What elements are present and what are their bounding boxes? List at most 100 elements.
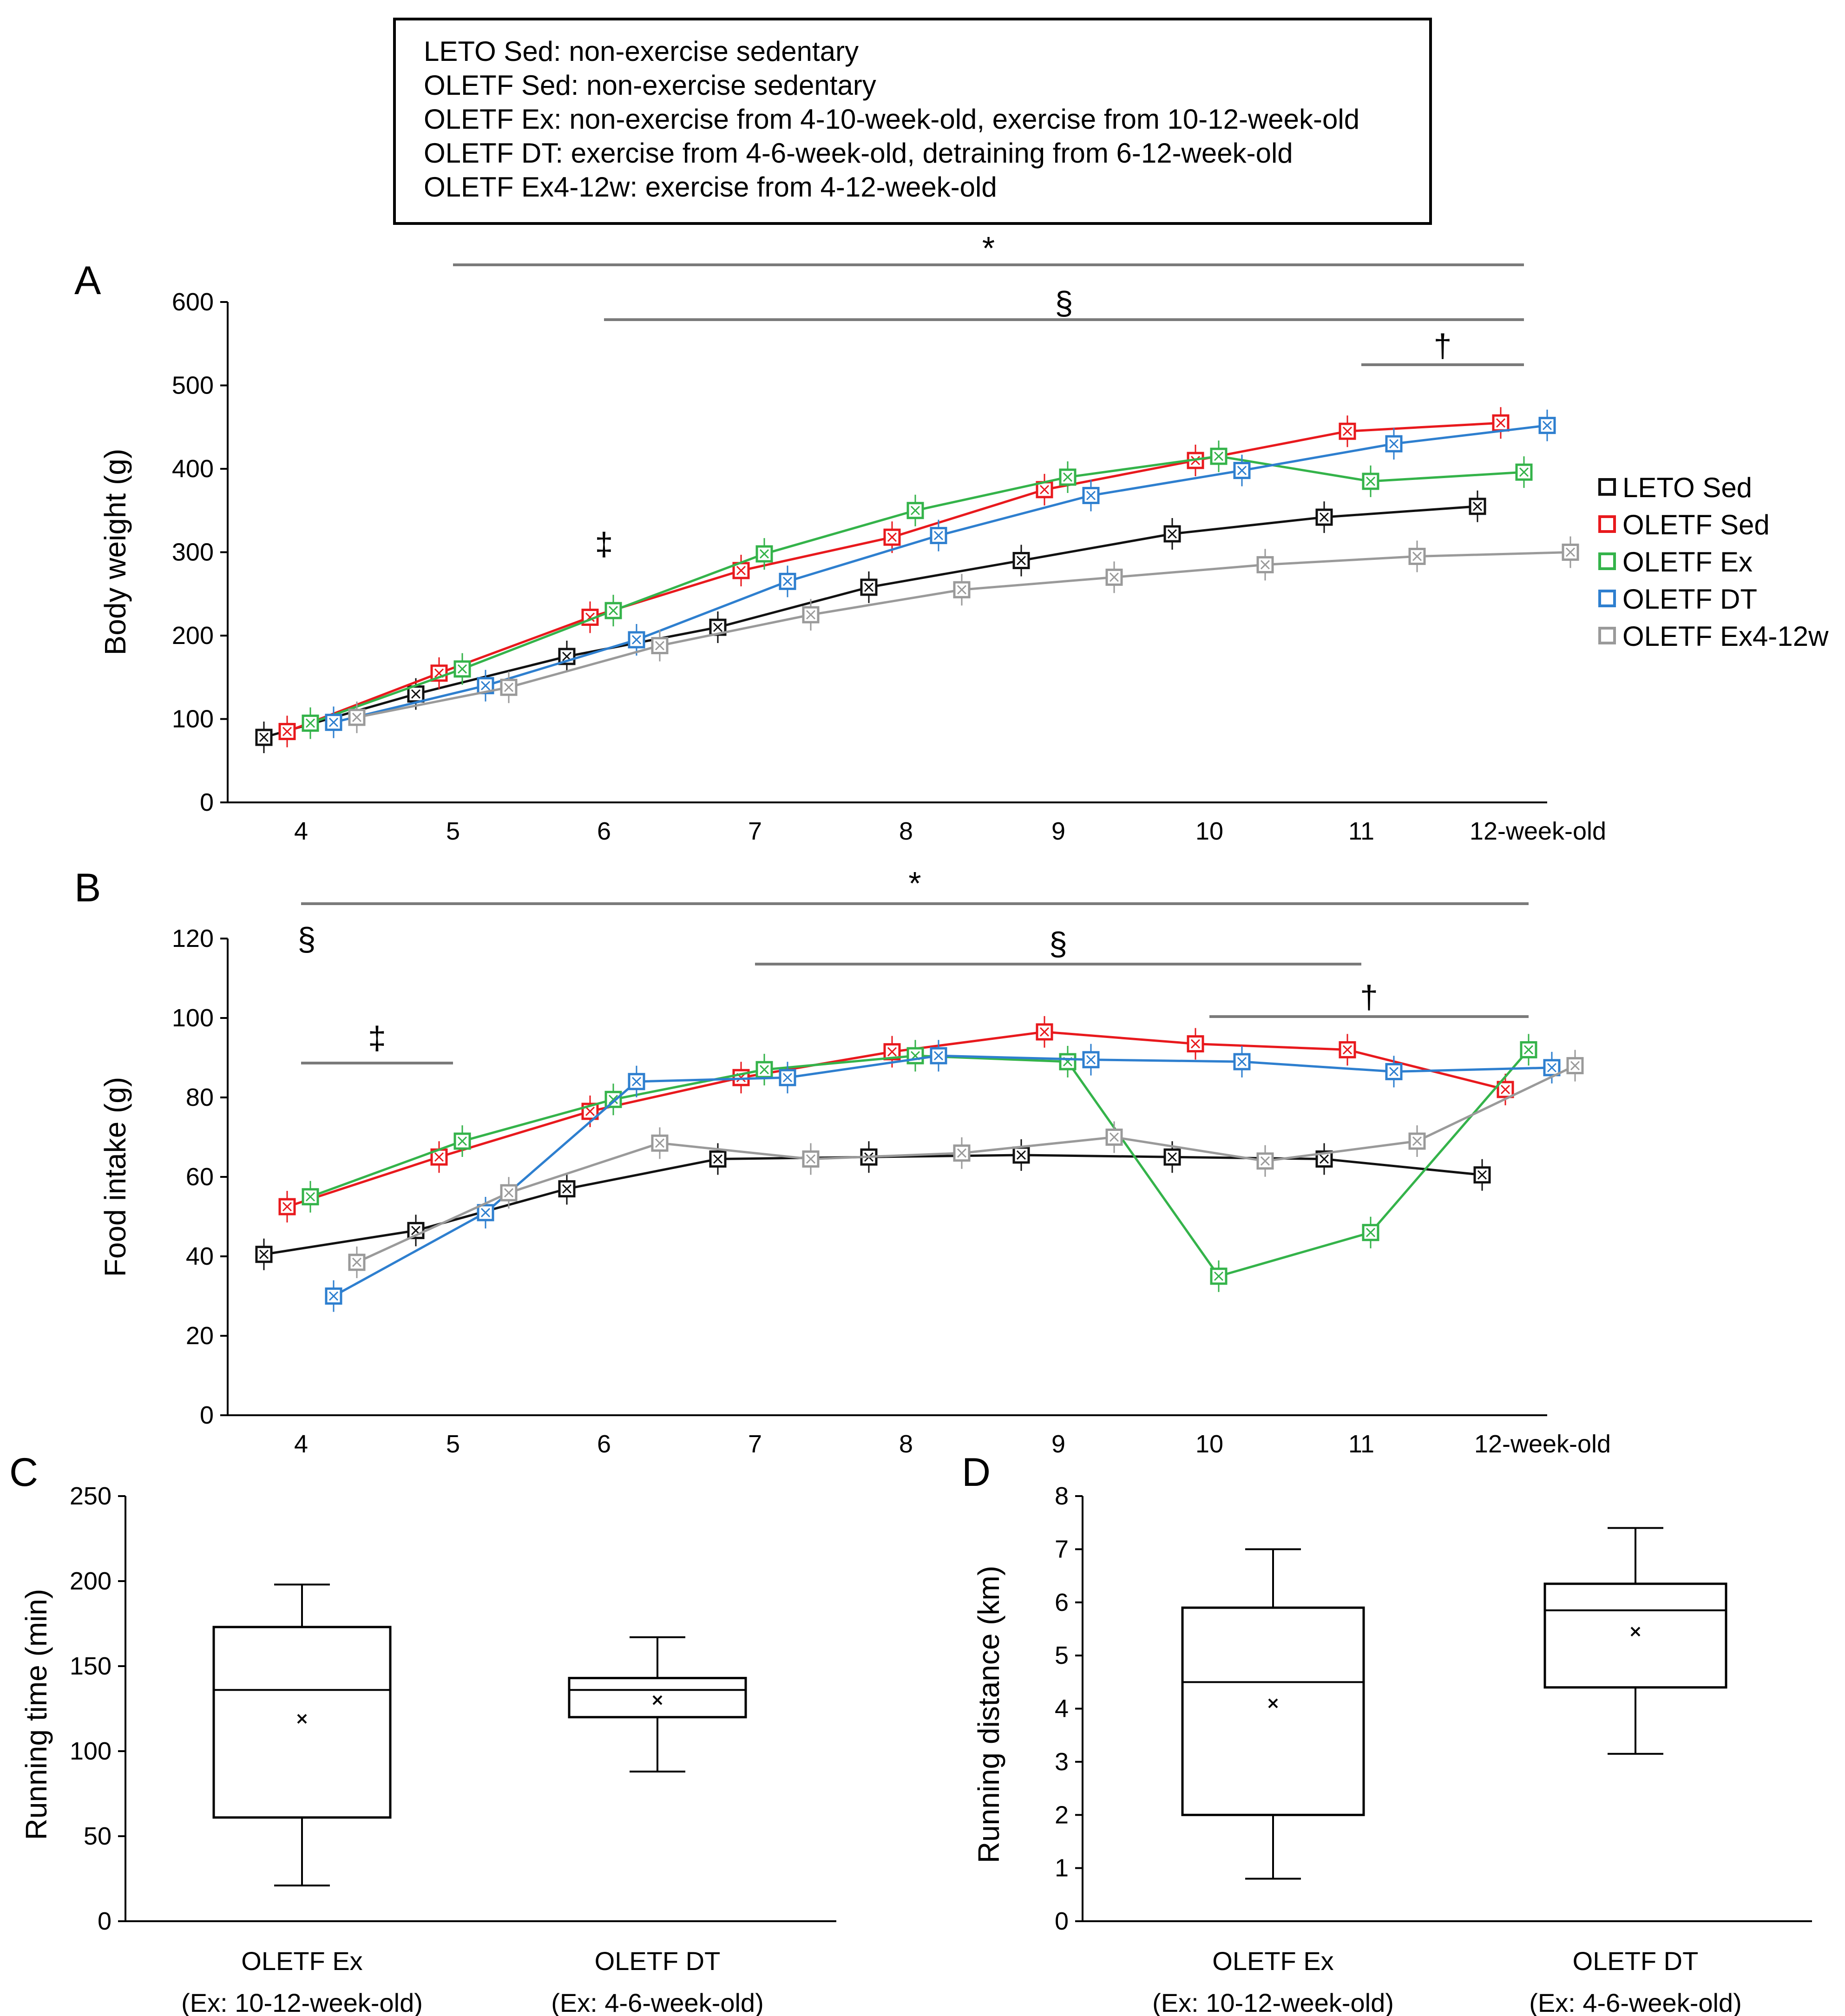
panel-b-mean-mark-oletf-dt xyxy=(1086,1055,1096,1064)
panel-label-c: C xyxy=(9,1450,39,1495)
panel-b-point-oletf-ex4-12w xyxy=(1105,1129,1123,1146)
panel-b-mean-mark-oletf-ex4-12w xyxy=(352,1257,362,1267)
panel-a-x-tick-label: 6 xyxy=(597,817,611,845)
panel-a-mean-mark-oletf-ex4-12w xyxy=(1565,547,1576,557)
panel-a-y-tick-label: 0 xyxy=(200,788,214,816)
legend-swatch-leto-sed xyxy=(1598,478,1616,496)
panel-d-oletf-dt-mean-mark xyxy=(1630,1627,1641,1637)
panel-b-mean-mark-oletf-ex4-12w xyxy=(504,1188,514,1198)
panel-a-x-tick-label: 8 xyxy=(899,817,913,845)
panel-b-x-tick-label: 9 xyxy=(1051,1430,1065,1458)
panel-b-mean-mark-oletf-sed xyxy=(1039,1027,1050,1037)
panel-a-mean-mark-oletf-ex4-12w xyxy=(655,641,665,650)
legend-label-oletf-ex4-12w: OLETF Ex4-12w xyxy=(1622,621,1829,652)
panel-b-mean-mark-oletf-dt xyxy=(328,1291,339,1301)
panel-b-mean-mark-oletf-dt xyxy=(480,1208,491,1218)
panel-d-y-tick-label: 2 xyxy=(1055,1801,1069,1829)
panel-a-mean-mark-oletf-ex4-12w xyxy=(957,585,967,595)
panel-d-y-tick-label: 5 xyxy=(1055,1642,1069,1669)
panel-b-mean-mark-oletf-sed xyxy=(282,1202,292,1212)
legend-entry-leto-sed: LETO Sed xyxy=(1598,469,1828,506)
legend-label-oletf-dt: OLETF DT xyxy=(1622,584,1758,615)
panel-b-point-oletf-sed xyxy=(1497,1081,1514,1098)
panel-b-mean-mark-oletf-ex xyxy=(1214,1271,1224,1281)
panel-b-significance-symbol: ‡ xyxy=(368,1020,386,1056)
panel-b-series-line-oletf-dt xyxy=(333,1054,1552,1297)
panel-a-mean-mark-oletf-dt xyxy=(1237,466,1247,475)
panel-d-oletf-dt-label: OLETF DT xyxy=(1573,1946,1699,1976)
panel-a-y-tick-label: 600 xyxy=(172,288,214,316)
panel-a-mean-mark-oletf-dt xyxy=(328,717,339,727)
panel-b-significance-symbol: § xyxy=(1049,926,1067,962)
panel-d-y-tick-label: 4 xyxy=(1055,1695,1069,1723)
panel-a-series-line-oletf-ex4-12w xyxy=(356,551,1571,719)
panel-d-y-tick-label: 7 xyxy=(1055,1535,1069,1563)
panel-a-point-oletf-dt xyxy=(1538,417,1556,434)
panel-b-mean-mark-oletf-dt xyxy=(631,1077,642,1086)
panel-b-y-tick-label: 60 xyxy=(186,1163,214,1191)
panel-b-significance-symbol: * xyxy=(908,865,921,901)
panel-a-mean-mark-leto-sed xyxy=(259,732,269,742)
panel-b-y-axis-title: Food intake (g) xyxy=(98,1077,132,1277)
panel-a-mean-mark-oletf-ex xyxy=(608,606,618,616)
panel-b-mean-mark-oletf-ex4-12w xyxy=(1109,1132,1119,1142)
panel-d-oletf-ex-box xyxy=(1181,1606,1365,1816)
panel-d-oletf-dt-sublabel: (Ex: 4-6-week-old) xyxy=(1529,1988,1741,2016)
panel-b-mean-mark-oletf-ex xyxy=(608,1095,618,1104)
panel-a-mean-mark-oletf-sed xyxy=(1496,418,1506,428)
panel-a-significance-symbol: * xyxy=(982,230,995,266)
panel-b-mean-mark-oletf-ex4-12w xyxy=(1570,1061,1580,1070)
panel-a-mean-mark-oletf-ex xyxy=(1519,467,1529,477)
panel-a-x-tick-label: 10 xyxy=(1195,817,1223,845)
panel-b-x-tick-label: 12-week-old xyxy=(1474,1430,1611,1458)
panel-a-point-oletf-dt xyxy=(1385,435,1403,453)
panel-b-mean-mark-oletf-ex xyxy=(457,1136,467,1146)
panel-b-mean-mark-oletf-ex4-12w xyxy=(806,1154,816,1164)
panel-a-mean-mark-oletf-ex4-12w xyxy=(806,610,816,620)
panel-a-mean-mark-leto-sed xyxy=(1016,556,1026,565)
legend-swatch-oletf-ex4-12w xyxy=(1598,627,1616,645)
panel-a-mean-mark-oletf-ex xyxy=(1214,452,1224,461)
panel-b-mean-mark-oletf-sed xyxy=(887,1047,897,1057)
definition-oletf-ex4-12w: OLETF Ex4-12w: exercise from 4-12-week-o… xyxy=(424,171,997,203)
panel-a-y-axis-title: Body weight (g) xyxy=(98,449,132,656)
legend-label-oletf-ex: OLETF Ex xyxy=(1622,546,1753,578)
panel-b-point-oletf-dt xyxy=(325,1287,342,1305)
panel-a-y-tick-label: 200 xyxy=(172,622,214,650)
panel-b-point-oletf-ex4-12w xyxy=(651,1134,669,1152)
panel-c-y-axis-title: Running time (min) xyxy=(20,1589,53,1840)
panel-a-mean-mark-leto-sed xyxy=(1472,501,1483,511)
panel-label-a: A xyxy=(74,258,101,303)
panel-b-mean-mark-oletf-ex4-12w xyxy=(957,1148,967,1158)
panel-b-mean-mark-leto-sed xyxy=(1319,1154,1329,1164)
panel-a-point-oletf-dt xyxy=(930,527,947,545)
panel-b-y-tick-label: 100 xyxy=(172,1004,214,1032)
panel-a-point-oletf-ex4-12w xyxy=(1562,544,1579,561)
panel-b-series-line-oletf-ex4-12w xyxy=(356,1064,1576,1264)
legend-label-oletf-sed: OLETF Sed xyxy=(1622,509,1770,540)
panel-a-mean-mark-oletf-ex xyxy=(910,506,920,515)
panel-b-point-oletf-dt xyxy=(1082,1051,1100,1069)
panel-b-x-tick-label: 4 xyxy=(294,1430,308,1458)
panel-a-mean-mark-oletf-ex xyxy=(759,549,769,559)
panel-d-oletf-ex-label: OLETF Ex xyxy=(1212,1946,1333,1976)
group-definition-box: LETO Sed: non-exercise sedentary OLETF S… xyxy=(393,18,1432,225)
panel-b-y-tick-label: 20 xyxy=(186,1322,214,1350)
panel-b-mean-mark-leto-sed xyxy=(713,1154,723,1164)
legend-entry-oletf-dt: OLETF DT xyxy=(1598,581,1828,618)
panel-a-x-tick-label: 5 xyxy=(446,817,460,845)
panel-c-y-tick-label: 250 xyxy=(70,1482,112,1510)
panel-b-x-tick-label: 6 xyxy=(597,1430,611,1458)
panel-c-y-tick-label: 50 xyxy=(84,1822,112,1850)
panel-a-point-leto-sed xyxy=(255,729,273,746)
panel-b-mean-mark-leto-sed xyxy=(1477,1170,1487,1180)
panel-c-y-tick-label: 200 xyxy=(70,1567,112,1595)
panel-a-x-tick-label: 9 xyxy=(1051,817,1065,845)
panel-a-mean-mark-oletf-ex xyxy=(305,718,315,728)
panel-a-mean-mark-oletf-ex xyxy=(1366,476,1376,486)
legend-label-leto-sed: LETO Sed xyxy=(1622,472,1753,503)
panel-d-oletf-ex-sublabel: (Ex: 10-12-week-old) xyxy=(1152,1988,1394,2016)
panel-b-mean-mark-oletf-dt xyxy=(933,1051,944,1061)
panel-a-mean-mark-oletf-dt xyxy=(782,577,793,586)
